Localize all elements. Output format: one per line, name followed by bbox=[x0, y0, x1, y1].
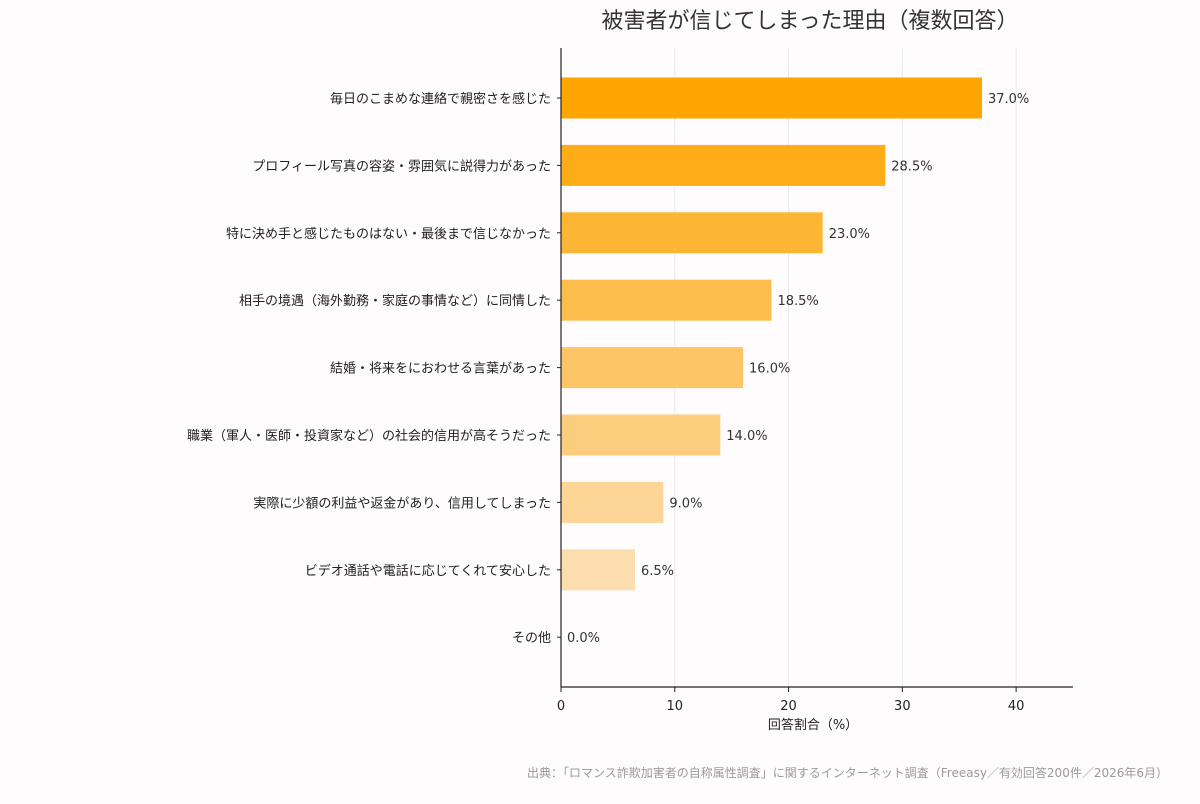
value-label-1: 28.5% bbox=[891, 159, 932, 174]
axes: 毎日のこまめな連絡で親密さを感じたプロフィール写真の容姿・雰囲気に説得力があった… bbox=[187, 48, 1073, 714]
x-tick-label-3: 30 bbox=[894, 699, 911, 714]
x-tick-label-4: 40 bbox=[1008, 699, 1025, 714]
x-tick-label-2: 20 bbox=[780, 699, 797, 714]
category-label-7: ビデオ通話や電話に応じてくれて安心した bbox=[305, 563, 551, 579]
bar-3 bbox=[561, 279, 772, 321]
x-axis-title: 回答割合（%） bbox=[768, 717, 858, 733]
category-label-3: 相手の境遇（海外勤務・家庭の事情など）に同情した bbox=[239, 293, 551, 309]
value-label-4: 16.0% bbox=[749, 362, 790, 377]
x-tick-label-1: 10 bbox=[667, 699, 684, 714]
category-label-8: その他 bbox=[512, 631, 551, 646]
bar-6 bbox=[561, 481, 664, 523]
value-label-3: 18.5% bbox=[777, 294, 818, 309]
bar-2 bbox=[561, 212, 823, 254]
category-label-2: 特に決め手と感じたものはない・最後まで信じなかった bbox=[226, 226, 551, 242]
category-label-4: 結婚・将来をにおわせる言葉があった bbox=[330, 362, 551, 377]
value-label-7: 6.5% bbox=[641, 564, 674, 579]
value-label-0: 37.0% bbox=[988, 92, 1029, 107]
category-label-1: プロフィール写真の容姿・雰囲気に説得力があった bbox=[252, 158, 551, 174]
x-tick-label-0: 0 bbox=[557, 699, 565, 714]
value-label-5: 14.0% bbox=[726, 429, 767, 444]
bar-7 bbox=[561, 549, 635, 591]
bar-1 bbox=[561, 144, 886, 186]
value-label-6: 9.0% bbox=[669, 496, 702, 511]
category-label-5: 職業（軍人・医師・投資家など）の社会的信用が高そうだった bbox=[187, 428, 551, 444]
bar-4 bbox=[561, 347, 744, 389]
value-label-8: 0.0% bbox=[567, 631, 600, 646]
chart-title: 被害者が信じてしまった理由（複数回答） bbox=[601, 9, 1018, 34]
bars: 37.0% 28.5% 23.0% 18.5% 16.0% 14.0% 9.0% 6.5% 0.… bbox=[561, 77, 1029, 646]
category-label-6: 実際に少額の利益や返金があり、信用してしまった bbox=[253, 495, 551, 511]
bar-5 bbox=[561, 414, 721, 456]
bar-0 bbox=[561, 77, 982, 119]
category-label-0: 毎日のこまめな連絡で親密さを感じた bbox=[330, 91, 551, 107]
source-note: 出典：「ロマンス詐欺加害者の自称属性調査」に関するインターネット調査（Freea… bbox=[527, 765, 1168, 780]
value-label-2: 23.0% bbox=[829, 227, 870, 242]
